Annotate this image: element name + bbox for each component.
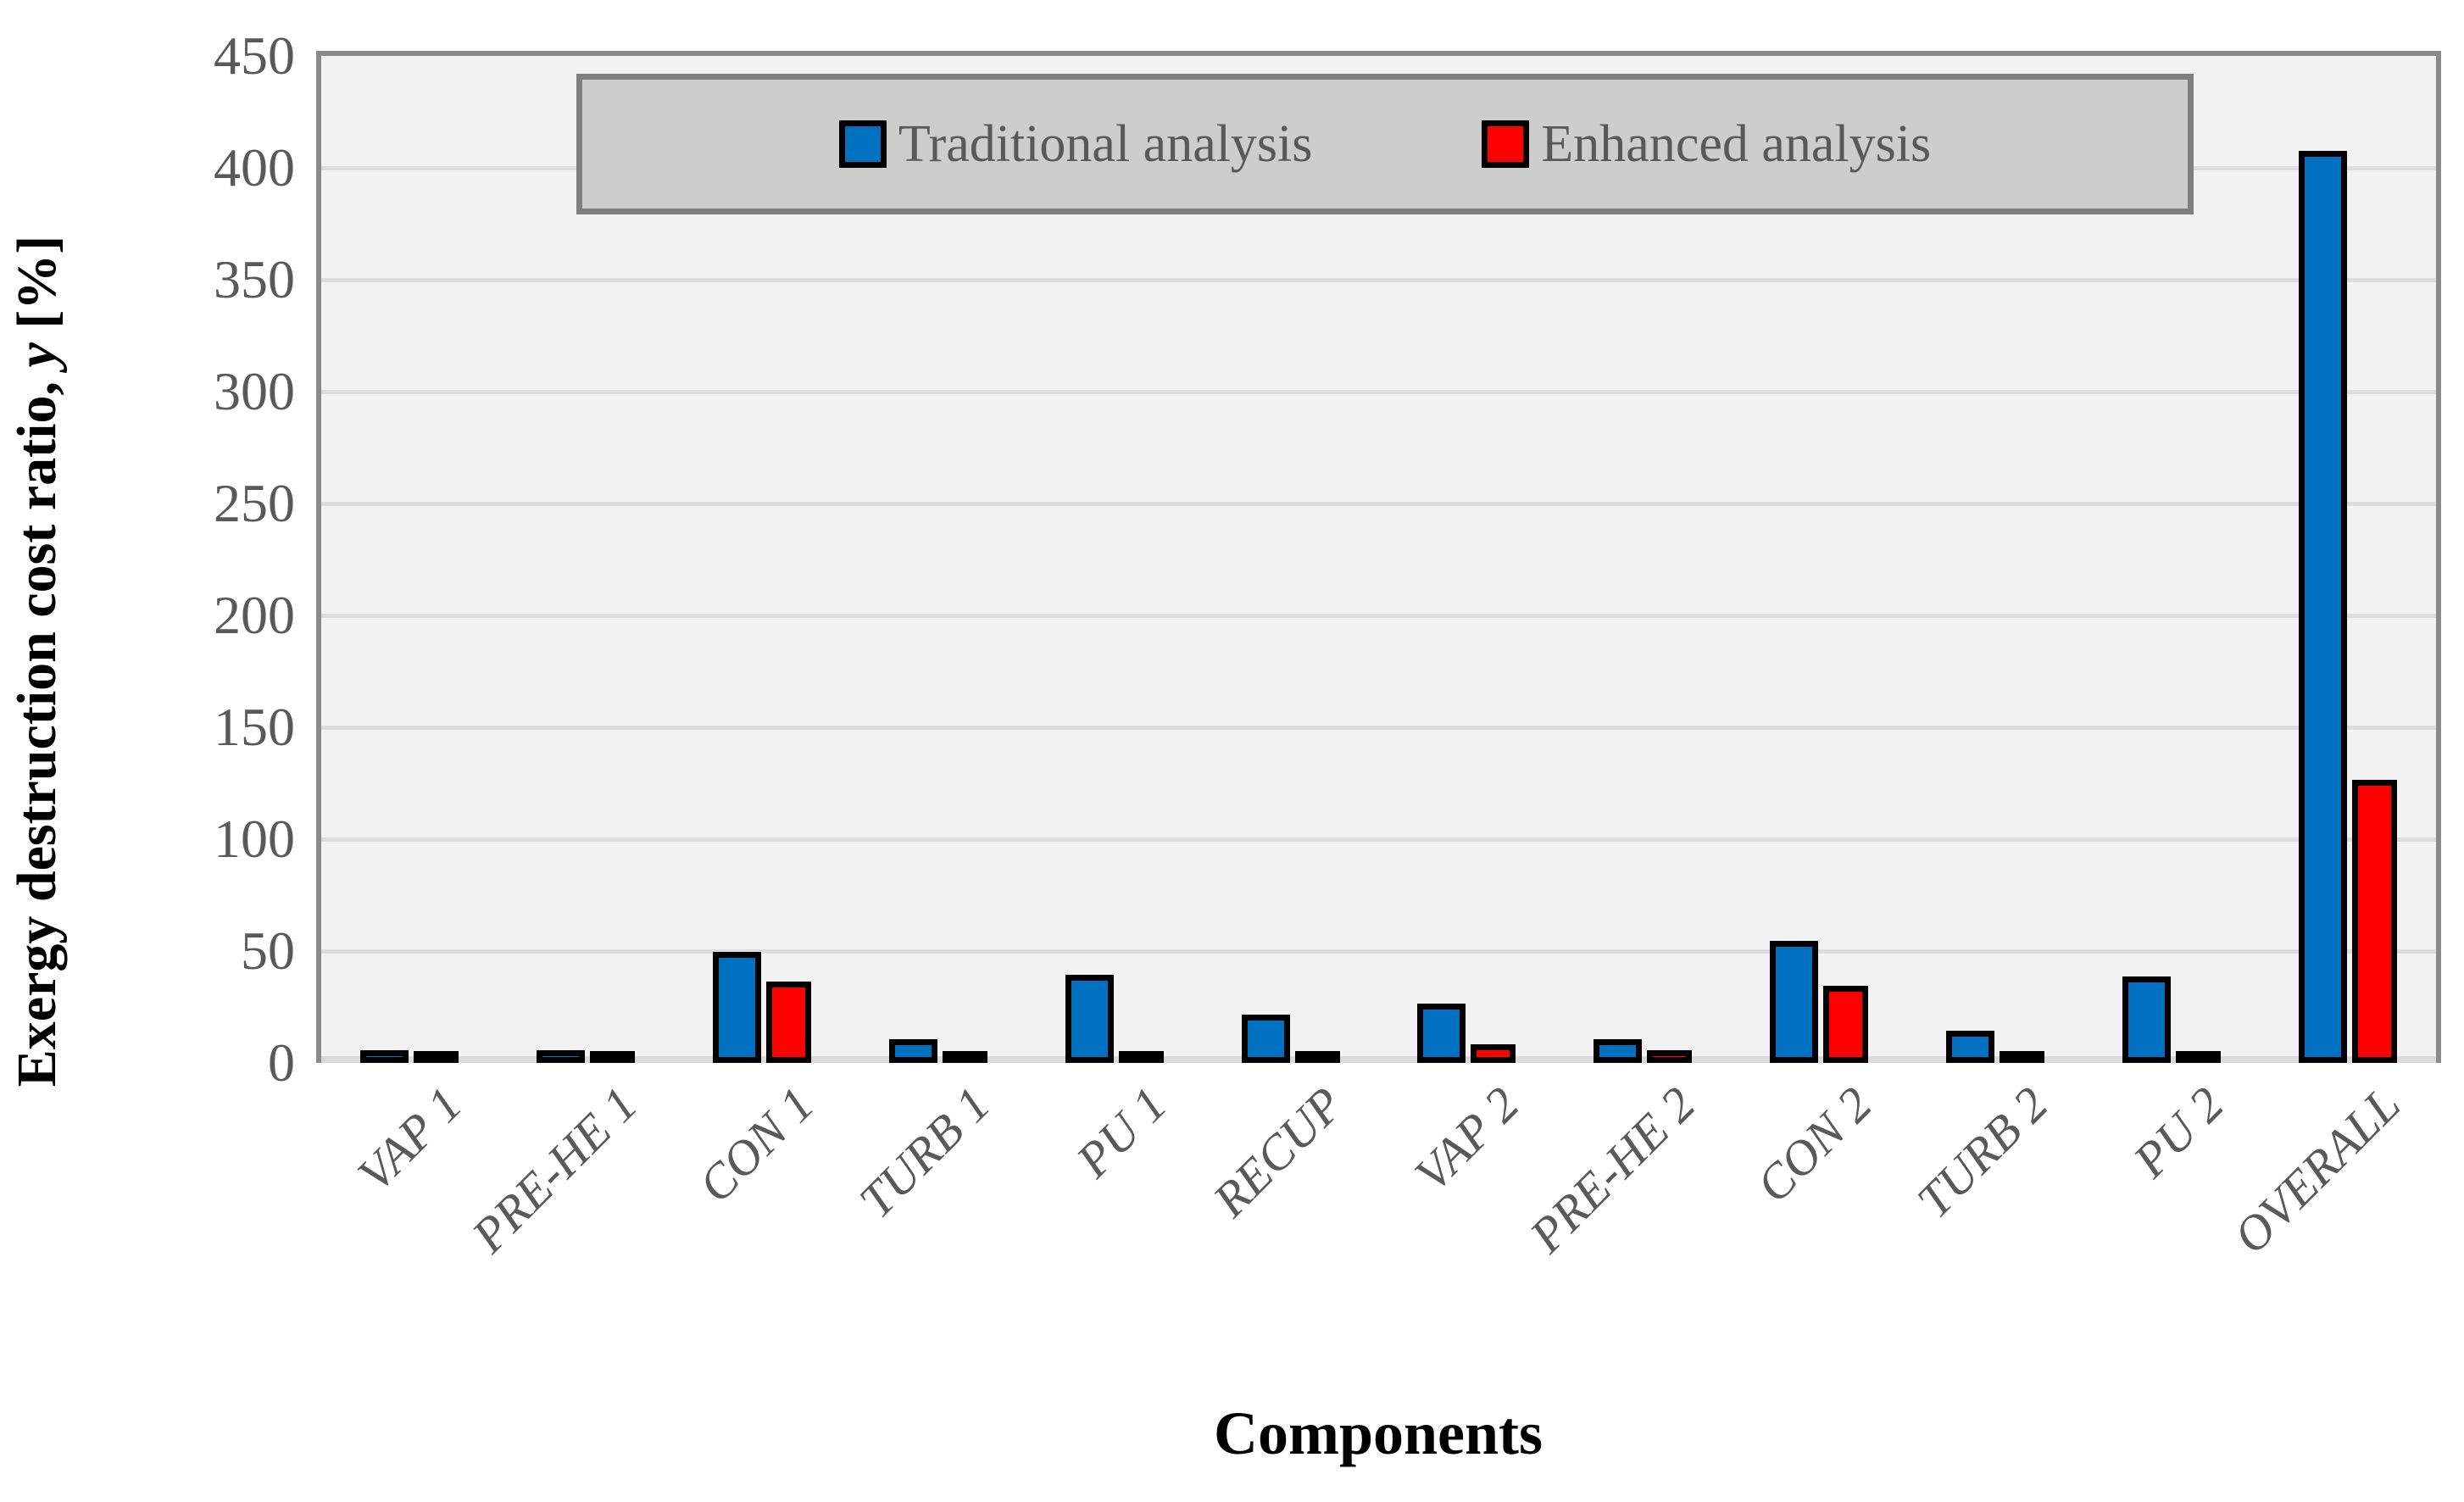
enhanced-bar-con-2: [1823, 985, 1869, 1063]
enhanced-bar-pre-he-2: [1647, 1050, 1693, 1063]
y-tick-label-400: 400: [214, 137, 295, 197]
traditional-bar-con-1: [712, 952, 761, 1063]
traditional-bar-overall: [2299, 151, 2348, 1063]
traditional-bar-recup: [1241, 1015, 1290, 1063]
traditional-bar-pre-he-2: [1594, 1039, 1643, 1063]
category-slot-con-1: [674, 56, 850, 1063]
traditional-bar-vap-1: [359, 1050, 409, 1063]
x-tick-label-con-2: CON 2: [1745, 1076, 1883, 1213]
category-slot-pu-1: [1026, 56, 1203, 1063]
category-slot-vap-2: [1379, 56, 1555, 1063]
gridline-100: [321, 837, 2436, 842]
y-tick-label-200: 200: [214, 585, 295, 645]
y-tick-label-300: 300: [214, 361, 295, 421]
category-slot-pre-he-1: [498, 56, 674, 1063]
y-tick-label-150: 150: [214, 697, 295, 757]
traditional-bar-pu-1: [1065, 974, 1114, 1063]
legend-label-traditional: Traditional analysis: [898, 114, 1313, 173]
y-tick-label-450: 450: [214, 25, 295, 86]
traditional-bar-vap-2: [1417, 1004, 1466, 1063]
x-tick-label-pre-he-2: PRE-HE 2: [1519, 1076, 1706, 1264]
legend-entry-traditional: Traditional analysis: [838, 114, 1313, 175]
x-tick-label-overall: OVERALL: [2222, 1076, 2411, 1265]
category-slot-overall: [2260, 56, 2436, 1063]
x-tick-label-pre-he-1: PRE-HE 1: [461, 1076, 648, 1264]
gridline-300: [321, 390, 2436, 394]
category-slot-turb-1: [850, 56, 1026, 1063]
legend: Traditional analysis Enhanced analysis: [576, 74, 2194, 214]
y-tick-label-350: 350: [214, 249, 295, 309]
enhanced-bar-pre-he-1: [589, 1051, 635, 1063]
enhanced-bar-con-1: [765, 981, 811, 1063]
enhanced-bar-overall: [2352, 780, 2398, 1063]
traditional-bar-pu-2: [2122, 976, 2172, 1063]
enhanced-bar-pu-2: [2176, 1051, 2222, 1063]
x-tick-label-recup: RECUP: [1202, 1076, 1354, 1227]
category-slot-con-2: [1731, 56, 1907, 1063]
enhanced-bar-recup: [1294, 1051, 1340, 1063]
legend-entry-enhanced: Enhanced analysis: [1482, 114, 1931, 175]
enhanced-series-swatch-icon: [1482, 120, 1530, 168]
enhanced-bar-turb-1: [942, 1051, 987, 1063]
gridline-200: [321, 614, 2436, 618]
traditional-bar-pre-he-1: [536, 1050, 585, 1063]
category-slot-turb-2: [1907, 56, 2083, 1063]
y-tick-label-100: 100: [214, 809, 295, 869]
gridline-250: [321, 502, 2436, 506]
category-slot-pre-he-2: [1555, 56, 1731, 1063]
gridline-50: [321, 949, 2436, 954]
enhanced-bar-vap-1: [413, 1051, 459, 1063]
gridline-350: [321, 278, 2436, 282]
x-axis-baseline: [321, 1056, 2436, 1063]
enhanced-bar-turb-2: [2000, 1051, 2045, 1063]
x-tick-label-vap-1: VAP 1: [346, 1076, 472, 1202]
enhanced-bar-pu-1: [1118, 1051, 1164, 1063]
x-tick-label-con-1: CON 1: [687, 1076, 825, 1213]
y-tick-label-250: 250: [214, 473, 295, 533]
gridline-150: [321, 726, 2436, 730]
y-tick-label-0: 0: [268, 1032, 295, 1093]
x-tick-label-vap-2: VAP 2: [1404, 1076, 1530, 1202]
bars-container: [321, 56, 2436, 1063]
category-slot-vap-1: [321, 56, 498, 1063]
traditional-bar-turb-1: [888, 1039, 937, 1063]
category-slot-recup: [1203, 56, 1379, 1063]
x-tick-label-pu-1: PU 1: [1065, 1076, 1177, 1188]
traditional-bar-turb-2: [1946, 1030, 1995, 1063]
traditional-bar-con-2: [1770, 941, 1819, 1063]
enhanced-bar-vap-2: [1471, 1043, 1516, 1063]
x-axis-title: Components: [1213, 1399, 1543, 1467]
y-tick-label-50: 50: [241, 921, 295, 981]
plot-area: [316, 51, 2441, 1063]
x-tick-label-turb-1: TURB 1: [848, 1076, 1001, 1229]
traditional-series-swatch-icon: [838, 120, 887, 168]
x-tick-label-pu-2: PU 2: [2122, 1076, 2234, 1188]
x-tick-label-turb-2: TURB 2: [1905, 1076, 2059, 1229]
legend-label-enhanced: Enhanced analysis: [1541, 114, 1932, 173]
category-slot-pu-2: [2083, 56, 2260, 1063]
